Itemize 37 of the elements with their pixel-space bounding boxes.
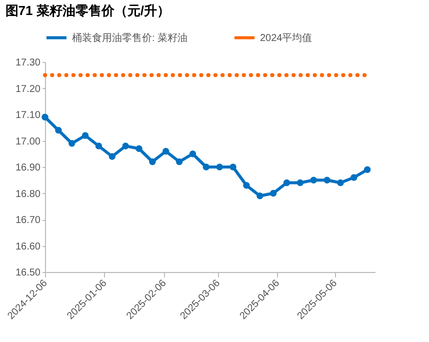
point xyxy=(283,179,290,186)
y-tick-label: 16.70 xyxy=(15,215,41,226)
y-tick-label: 17.20 xyxy=(15,84,41,95)
point xyxy=(136,145,142,152)
point xyxy=(230,164,236,170)
point xyxy=(350,174,358,181)
point xyxy=(216,164,223,170)
y-tick-label: 16.50 xyxy=(15,268,41,278)
y-tick-label: 16.80 xyxy=(15,188,41,200)
point xyxy=(55,126,62,134)
point xyxy=(256,192,264,200)
point xyxy=(364,166,371,173)
y-tick-label: 16.90 xyxy=(15,162,41,174)
chart-title: 图71 菜籽油零售价（元/升） xyxy=(5,3,170,18)
point xyxy=(149,158,156,166)
point xyxy=(42,114,48,120)
point xyxy=(189,150,196,158)
point xyxy=(324,176,330,184)
point xyxy=(202,164,210,170)
point xyxy=(270,190,277,197)
point xyxy=(243,182,250,189)
point xyxy=(68,140,76,147)
legend-label: 2024平均值 xyxy=(260,32,312,44)
point xyxy=(108,153,116,160)
point xyxy=(296,179,304,186)
legend-label: 桶装食用油零售价: 菜籽油 xyxy=(72,32,188,44)
point xyxy=(176,158,183,166)
point xyxy=(162,148,170,155)
y-tick-label: 16.60 xyxy=(15,241,41,252)
point xyxy=(122,142,129,150)
y-tick-label: 17.10 xyxy=(15,110,41,121)
y-tick-label: 17.30 xyxy=(15,58,41,68)
point xyxy=(310,176,317,184)
point xyxy=(82,132,89,139)
y-tick-label: 17.00 xyxy=(15,136,41,148)
point xyxy=(337,179,344,186)
point xyxy=(95,142,102,150)
